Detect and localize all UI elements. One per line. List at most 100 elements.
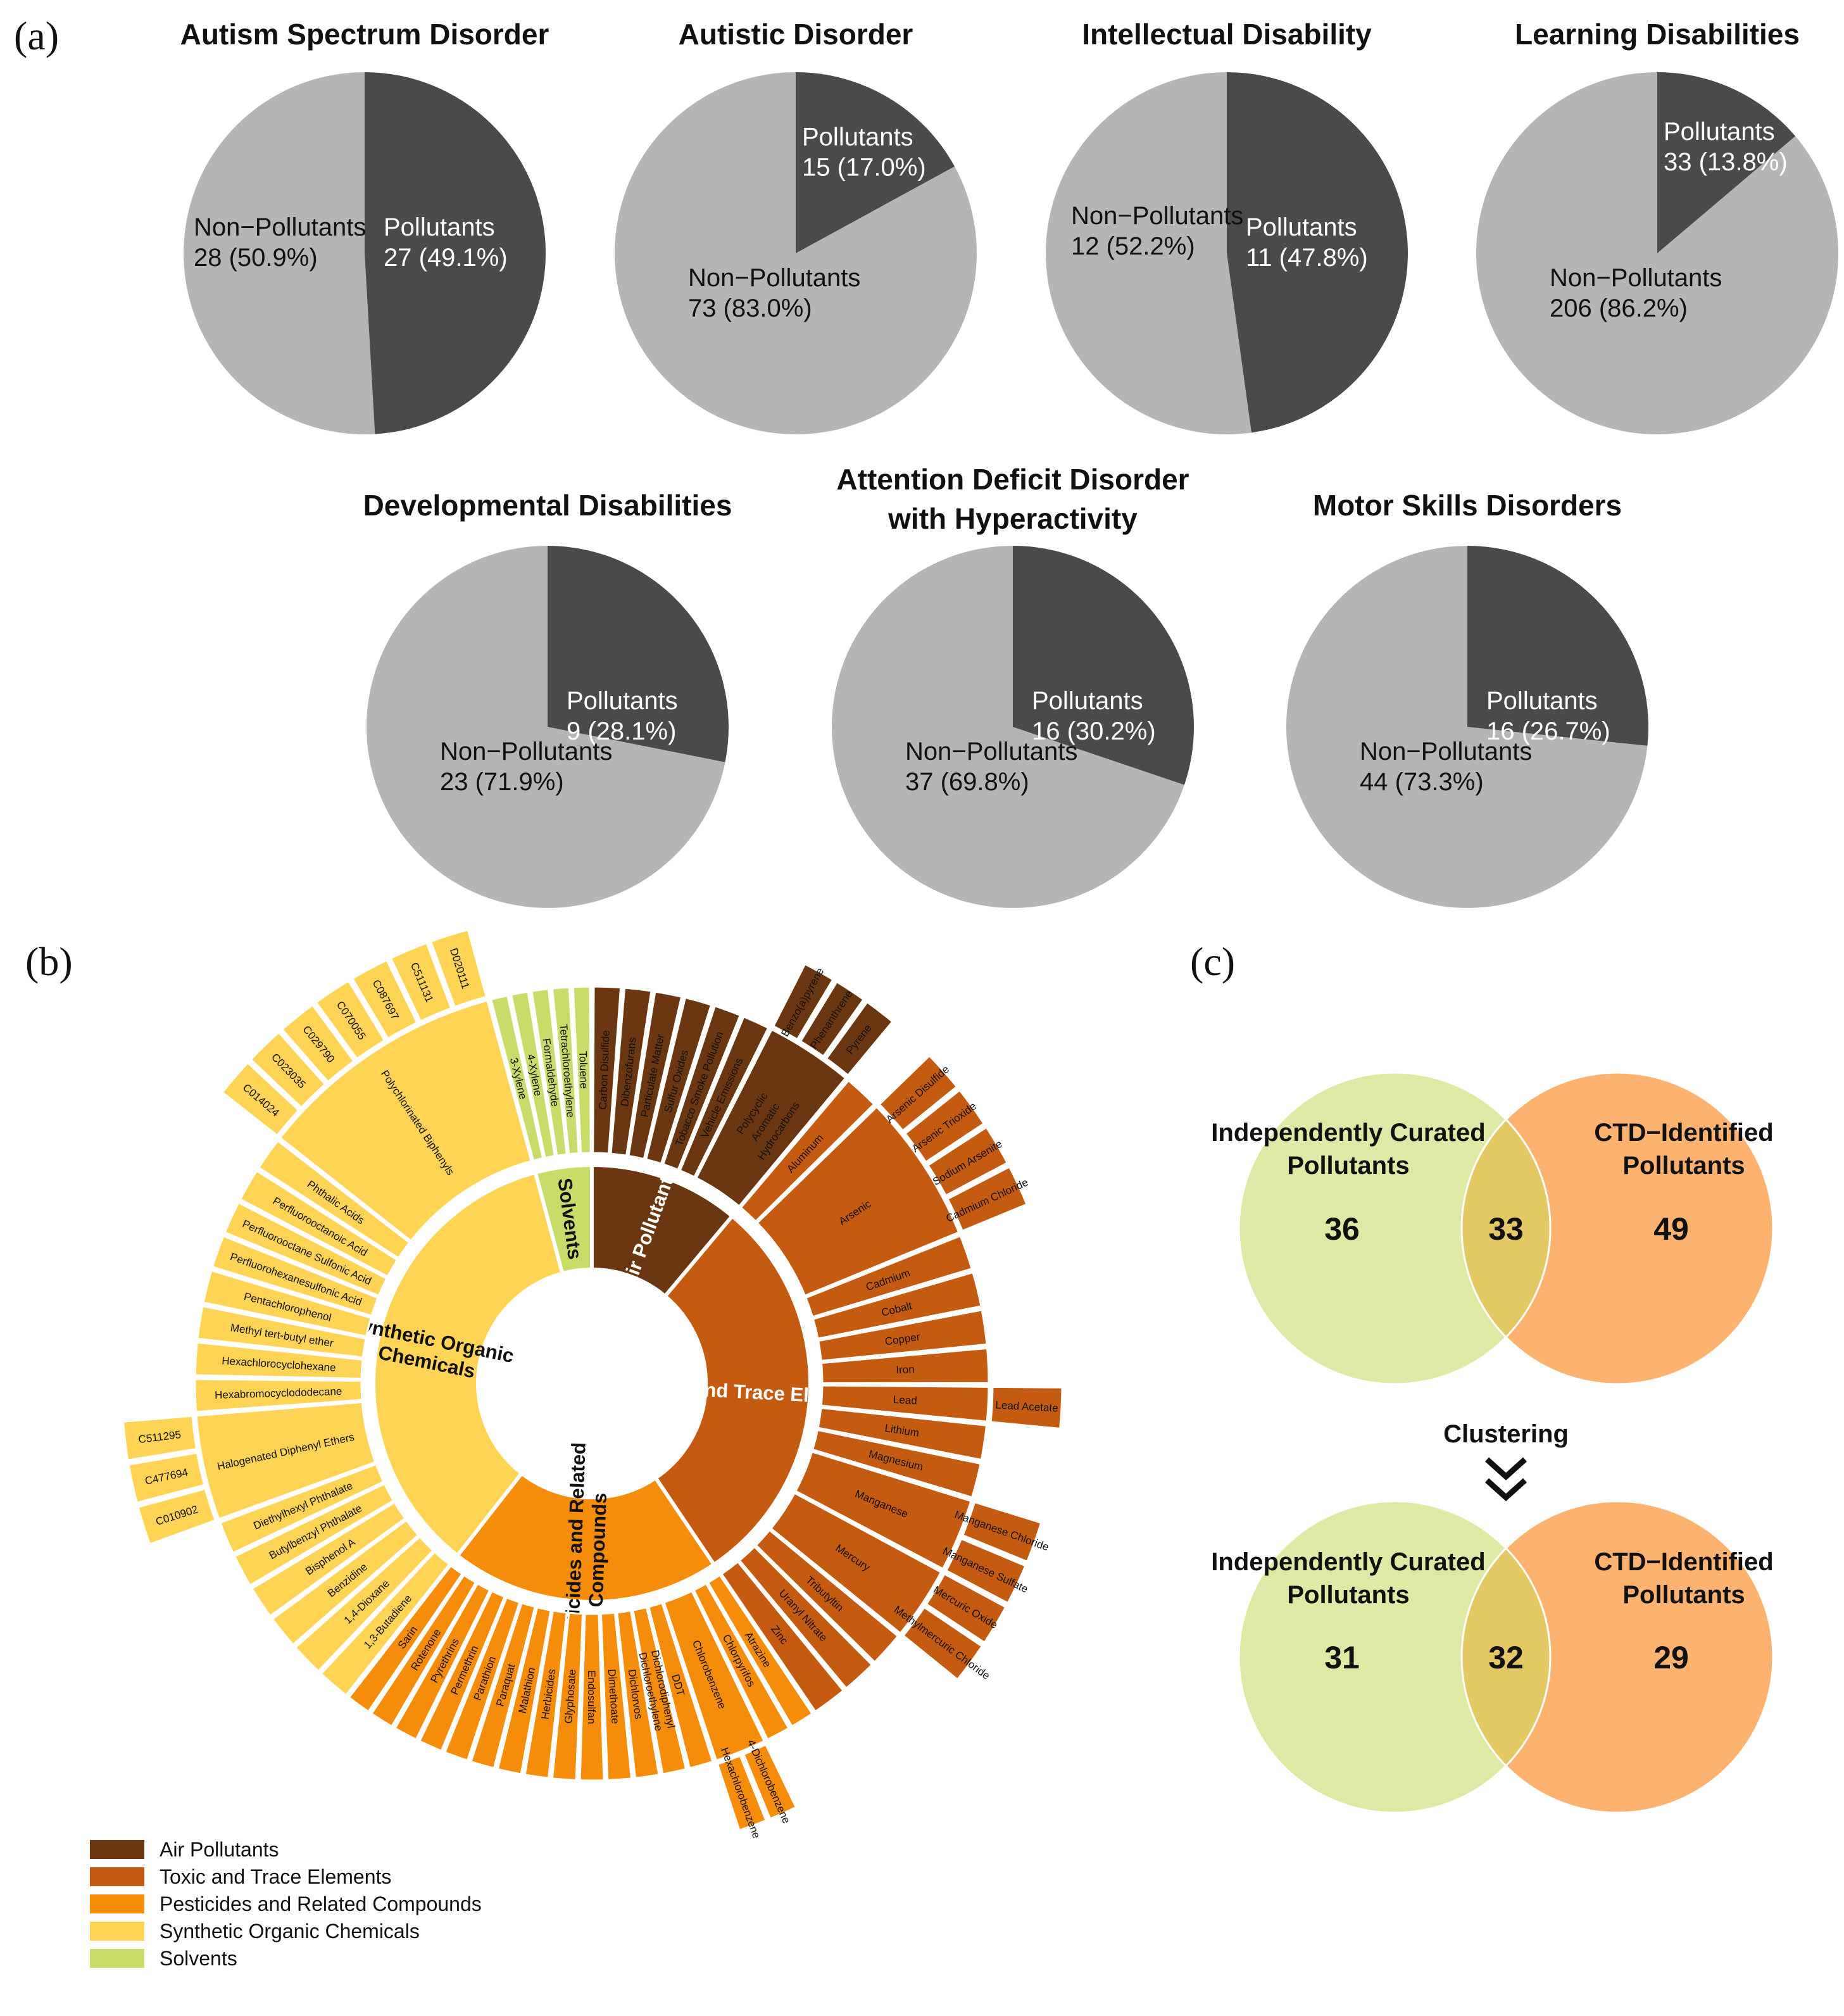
sunburst-item-magnesium: Magnesium [811, 1428, 982, 1499]
pie-title: Intellectual Disability [1082, 18, 1372, 51]
sunburst-segment [489, 994, 544, 1162]
chevron-down-icon [1484, 1457, 1527, 1481]
pie-slice-non-pollutants [366, 546, 725, 908]
sunburst-segment [820, 1384, 990, 1423]
sunburst-segment [739, 1079, 875, 1223]
sunburst-segment [470, 1601, 537, 1770]
chevron-down-icon [1484, 1478, 1527, 1502]
clustering-label: Clustering [1443, 1420, 1569, 1448]
sunburst-outer-segment [989, 1385, 1063, 1430]
legend-label: Toxic and Trace Elements [160, 1865, 391, 1888]
sunburst-segment [279, 999, 532, 1242]
sunburst-segment [223, 1201, 388, 1297]
panel-label-c: (c) [1190, 939, 1235, 984]
pie-slice-pollutants [365, 72, 546, 434]
sunburst-item-methyl-tert-butyl-ether: Methyl tert-butyl ether [196, 1305, 367, 1359]
sunburst-item-text: Toluene [577, 1051, 590, 1089]
venn-circle-left [1239, 1501, 1550, 1813]
pie-title: Attention Deficit Disorder [836, 463, 1189, 496]
sunburst-subitem-c010902: C010902 [137, 1487, 217, 1546]
sunburst-segment [524, 1610, 568, 1779]
sunburst-segment [647, 1601, 714, 1770]
sunburst-item-glyphosate: Glyphosate [551, 1611, 584, 1782]
sunburst-item-herbicides: Herbicides [524, 1610, 568, 1779]
sunburst-segment [812, 1271, 982, 1340]
sunburst-legend: Air Pollutants Toxic and Trace Elements Pe… [90, 1838, 482, 1970]
venn-left-title: Pollutants [1287, 1581, 1409, 1609]
sunburst-segment [811, 1428, 982, 1499]
sunburst-item-label: Endosulfan [586, 1670, 598, 1724]
sunburst-subitem-c477694: C477694 [127, 1451, 206, 1504]
sunburst-item-halogenated-diphenyl-ethers: Halogenated Diphenyl EthersC010902C47769… [122, 1401, 377, 1546]
sunburst-item-toluene: Toluene [572, 985, 592, 1154]
sunburst-item-text: Iron [896, 1363, 915, 1376]
sunburst-item-label: Toluene [577, 1051, 590, 1089]
sunburst-segment [348, 1564, 464, 1713]
sunburst-segment [418, 1589, 506, 1753]
sunburst-outer-segment [901, 1606, 984, 1681]
sunburst-item-zinc: Zinc [720, 1560, 845, 1713]
sunburst-item-hexachlorocyclohexane: Hexachlorocyclohexane [194, 1341, 364, 1380]
pie-chart-autism-spectrum-disorder: Autism Spectrum Disorder Pollutants 27 (49… [180, 18, 549, 434]
sunburst-segment [251, 1501, 407, 1618]
pie-label-non-pollutants: Non−Pollutants [1360, 738, 1532, 765]
sunburst-subitem-manganese-chloride: Manganese Chloride [953, 1501, 1050, 1563]
pie-value-non-pollutants: 28 (50.9%) [194, 244, 318, 272]
pie-label-non-pollutants: Non−Pollutants [1550, 264, 1722, 292]
sunburst-segment [530, 988, 568, 1157]
pie-slice-pollutants [1467, 546, 1648, 746]
sunburst-segment [294, 1535, 435, 1673]
pie-value-non-pollutants: 44 (73.3%) [1360, 768, 1484, 796]
sunburst-segment [756, 1106, 960, 1297]
venn-left-title: Pollutants [1287, 1152, 1409, 1180]
sunburst-segment [610, 986, 653, 1157]
sunburst-segment [218, 1463, 385, 1554]
sunburst-subitem-c070055: C070055 [315, 980, 386, 1061]
pie-slice-pollutants [1227, 72, 1408, 433]
sunburst-outer-segment [137, 1487, 217, 1546]
venn-left-title: Independently Curated [1211, 1119, 1485, 1147]
sunburst-inner-toxic [653, 1213, 812, 1568]
pie-slice-non-pollutants [1476, 72, 1838, 435]
pie-value-non-pollutants: 37 (69.8%) [905, 768, 1029, 796]
pie-slice-non-pollutants [1045, 72, 1251, 435]
sunburst-outer-segment [903, 1088, 986, 1164]
sunburst-item-dimethoate: Dimethoate [599, 1611, 633, 1782]
venn-circle-left [1239, 1073, 1550, 1384]
pie-label-pollutants: Pollutants [1664, 118, 1775, 146]
pie-value-pollutants: 27 (49.1%) [384, 244, 508, 272]
venn-circle-right [1462, 1073, 1773, 1384]
sunburst-item-polycyclic-aromatic-hydrocarbons: PolycyclicAromaticHydrocarbonsBenzo(a)py… [694, 962, 894, 1208]
sunburst-item-text: Carbon Disulfide [597, 1030, 612, 1110]
pie-title: Motor Skills Disorders [1313, 489, 1622, 522]
pie-value-pollutants: 33 (13.8%) [1664, 148, 1788, 176]
sunburst-item-text: Endosulfan [586, 1670, 598, 1724]
sunburst-subitem-c087697: C087697 [351, 959, 418, 1040]
sunburst-segment [233, 1482, 395, 1587]
sunburst-subitem-c029790: C029790 [280, 1004, 356, 1083]
sunburst-item-dibenzofurans: Dibenzofurans [610, 986, 653, 1157]
pie-chart-autistic-disorder: Autistic Disorder Pollutants 15 (17.0%) Non… [615, 18, 977, 434]
pie-slice-non-pollutants [1286, 546, 1648, 909]
venn-outline-right [1460, 1500, 1774, 1814]
sunburst-segment [817, 1406, 988, 1461]
sunburst-item-pentachlorophenol: Pentachlorophenol [202, 1269, 372, 1338]
sunburst-item-cobalt: Cobalt [812, 1271, 982, 1340]
sunburst-segment [394, 1582, 491, 1741]
pie-label-pollutants: Pollutants [567, 687, 678, 715]
sunburst-segment [496, 1606, 552, 1775]
pie-charts-panel-a: Autism Spectrum Disorder Pollutants 27 (49… [180, 18, 1838, 909]
pie-chart-attention-deficit-disorder-with-hyperactivity: Attention Deficit Disorder with Hyperacti… [832, 463, 1194, 908]
sunburst-outer-segment [127, 1451, 206, 1504]
pie-label-pollutants: Pollutants [802, 123, 913, 151]
venn-left-count: 36 [1324, 1211, 1360, 1247]
venn-diagram-2: Independently Curated Pollutants CTD−Ident… [1211, 1500, 1774, 1814]
sunburst-item-permethrin: Permethrin [418, 1589, 506, 1753]
legend-label: Pesticides and Related Compounds [160, 1893, 482, 1915]
pie-value-non-pollutants: 12 (52.2%) [1071, 232, 1195, 260]
